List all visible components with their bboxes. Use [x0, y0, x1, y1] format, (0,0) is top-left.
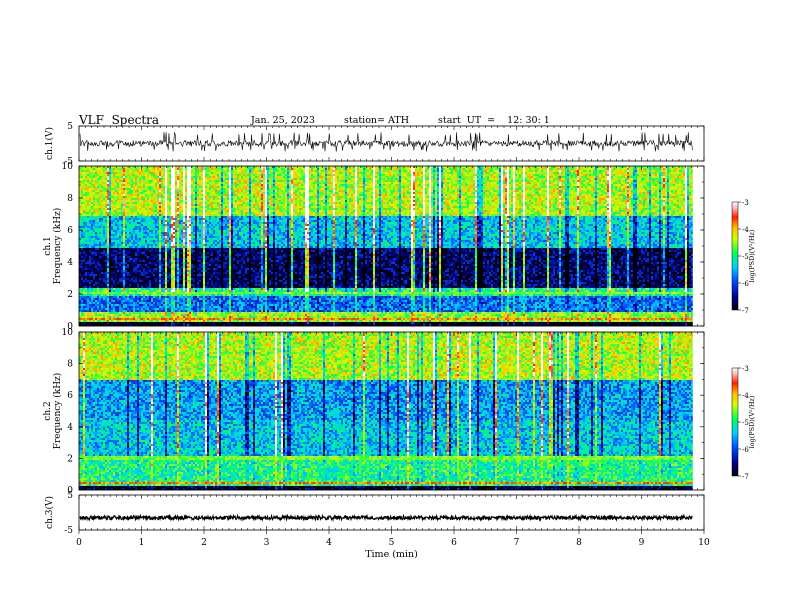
y-axis-label: ch.1 Frequency (kHz) — [43, 208, 63, 285]
y-axis-label-line: Frequency (kHz) — [52, 373, 63, 450]
colorbar-tick-label: -3 — [742, 365, 749, 373]
colorbar-tick-label: -7 — [742, 307, 749, 315]
y-axis-label-line: ch.1(V) — [44, 127, 55, 160]
y-axis-label-line: Frequency (kHz) — [52, 208, 63, 285]
x-tick-label: 3 — [264, 538, 270, 548]
ch3-waveform-frame — [79, 495, 704, 530]
y-axis-label-line: ch.3(V) — [44, 496, 55, 529]
x-axis-label: Time (min) — [365, 549, 418, 560]
colorbar-label: log(PSD)(V²/Hz) — [748, 229, 756, 282]
y-tick-label: 6 — [67, 391, 73, 401]
x-tick-label: 7 — [514, 538, 520, 548]
colorbar-tick-label: -3 — [742, 199, 749, 207]
y-tick-label: 4 — [67, 423, 73, 433]
x-tick-label: 4 — [326, 538, 332, 548]
x-tick-label: 6 — [451, 538, 457, 548]
ch1-waveform-trace — [80, 132, 693, 151]
y-tick-label: -5 — [64, 526, 73, 536]
ch1-spectrogram-colorbar — [732, 202, 738, 310]
x-tick-label: 10 — [698, 538, 710, 548]
y-tick-label: 5 — [67, 491, 73, 501]
ch2-spectrogram-colorbar — [732, 368, 738, 476]
ch1-spectrogram-cells — [79, 166, 693, 326]
y-axis-label-line: ch.1 — [43, 236, 53, 255]
y-tick-label: 10 — [62, 162, 74, 172]
y-axis-label: ch.3(V) — [44, 496, 55, 529]
x-tick-label: 9 — [639, 538, 645, 548]
y-tick-label: 5 — [67, 122, 73, 132]
x-tick-label: 1 — [139, 538, 145, 548]
ch2-spectrogram-cells — [79, 332, 693, 490]
y-tick-label: 8 — [67, 194, 73, 204]
y-axis-label: ch.2 Frequency (kHz) — [43, 373, 63, 450]
y-tick-label: 4 — [67, 258, 73, 268]
colorbar-tick-label: -7 — [742, 473, 749, 481]
x-tick-label: 5 — [389, 538, 395, 548]
y-tick-label: 8 — [67, 360, 73, 370]
x-tick-label: 8 — [576, 538, 582, 548]
colorbar-label: log(PSD)(V²/Hz) — [748, 395, 756, 448]
y-tick-label: 2 — [67, 454, 73, 464]
x-tick-label: 0 — [76, 538, 82, 548]
y-axis-label: ch.1(V) — [44, 127, 55, 160]
y-tick-label: 10 — [62, 328, 74, 338]
ch3-waveform-trace — [80, 516, 693, 520]
y-tick-label: 2 — [67, 290, 73, 300]
y-axis-label-line: ch.2 — [43, 401, 53, 420]
y-tick-label: 6 — [67, 226, 73, 236]
x-tick-label: 2 — [201, 538, 207, 548]
